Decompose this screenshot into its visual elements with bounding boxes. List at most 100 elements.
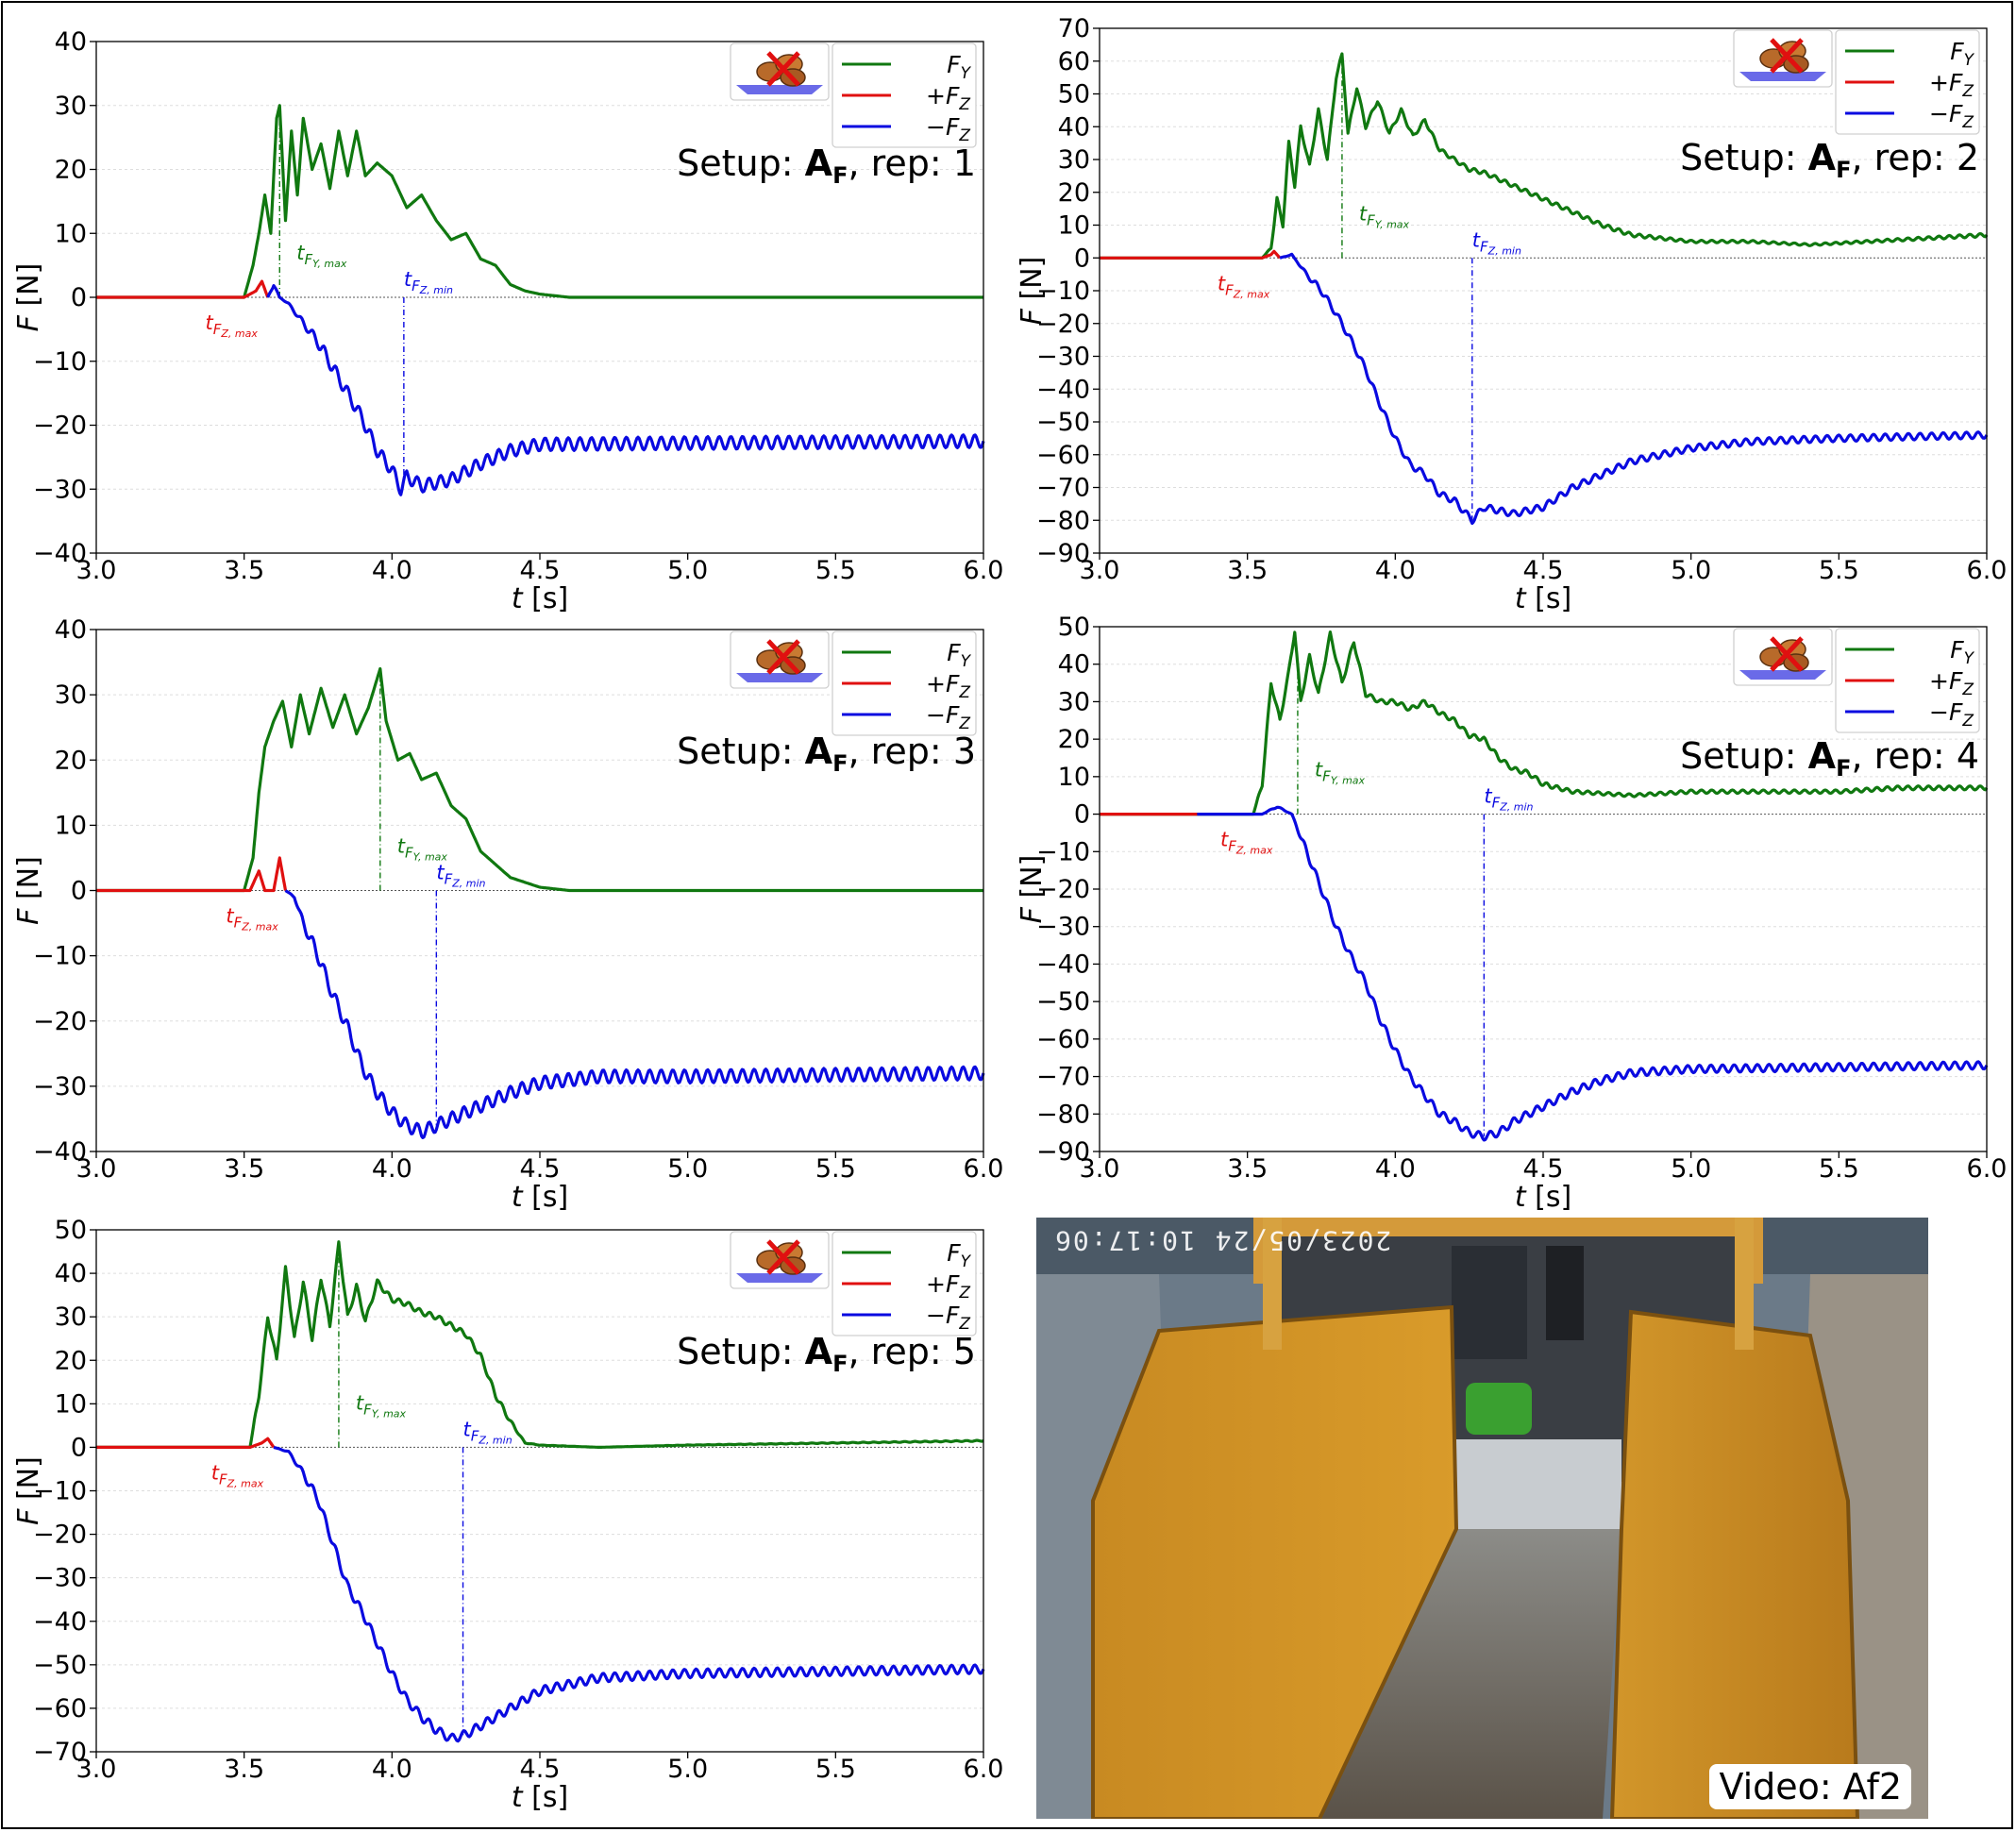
legend-entry: +FZ bbox=[926, 82, 970, 114]
series-line-minus-fz bbox=[1279, 252, 1989, 526]
wood-logs-crossed-out-icon bbox=[730, 630, 830, 689]
cross-stroke bbox=[766, 639, 800, 675]
y-tick-label: 30 bbox=[55, 681, 87, 710]
x-tick-label: 5.0 bbox=[1671, 1154, 1711, 1184]
x-tick-label: 3.0 bbox=[76, 1154, 117, 1184]
y-tick-label: 40 bbox=[1058, 650, 1090, 680]
x-axis-label: t [s] bbox=[1515, 1181, 1571, 1214]
y-tick-label: −90 bbox=[1036, 1137, 1090, 1167]
x-tick-label: 3.5 bbox=[224, 556, 264, 585]
tray-shape bbox=[736, 673, 823, 682]
legend-entry: +FZ bbox=[926, 1270, 970, 1303]
setup-label: Setup: AF, rep: 3 bbox=[677, 731, 976, 777]
annotation-t-fz-max: tFZ, max bbox=[205, 311, 258, 340]
x-tick-label: 5.0 bbox=[667, 1755, 708, 1784]
y-tick-label: −70 bbox=[33, 1738, 87, 1767]
wood-logs-crossed-out-icon bbox=[1733, 29, 1833, 88]
y-tick-label: 20 bbox=[1058, 178, 1090, 208]
annotation-t-fy-max: tFY, max bbox=[1359, 202, 1410, 230]
y-tick-label: 0 bbox=[1074, 244, 1090, 273]
y-tick-label: 40 bbox=[55, 27, 87, 57]
legend-entry: −FZ bbox=[1929, 100, 1974, 132]
y-tick-label: 50 bbox=[55, 1216, 87, 1245]
cross-stroke bbox=[766, 1239, 800, 1275]
legend-entry: −FZ bbox=[926, 113, 970, 145]
y-tick-label: 0 bbox=[71, 1433, 87, 1462]
y-tick-label: −30 bbox=[33, 475, 87, 504]
cross-stroke bbox=[1770, 636, 1804, 672]
tray-shape bbox=[736, 1273, 823, 1283]
x-tick-label: 5.0 bbox=[667, 556, 708, 585]
y-axis-label: F [N] bbox=[12, 856, 45, 925]
y-tick-label: 10 bbox=[55, 811, 87, 840]
y-tick-label: −10 bbox=[1036, 837, 1090, 866]
chart-panel-4: 3.0 3.5 4.0 4.5 5.0 5.5 6.0 −90 −80 −70 −60 −50 −40 −… bbox=[1016, 613, 2007, 1214]
y-tick-label: −50 bbox=[1036, 408, 1090, 437]
x-tick-label: 4.0 bbox=[1375, 1154, 1416, 1184]
x-tick-label: 3.0 bbox=[76, 556, 117, 585]
legend-entry: FY bbox=[1950, 636, 1974, 668]
x-tick-label: 4.5 bbox=[1523, 556, 1564, 585]
y-tick-label: −20 bbox=[1036, 875, 1090, 904]
y-tick-label: −60 bbox=[1036, 1025, 1090, 1054]
y-tick-label: 20 bbox=[55, 746, 87, 775]
x-axis-label: t [s] bbox=[512, 1181, 568, 1214]
y-tick-label: 30 bbox=[55, 1303, 87, 1332]
y-axis-label: F [N] bbox=[1016, 257, 1049, 326]
legend-box bbox=[832, 630, 977, 736]
y-tick-label: −40 bbox=[33, 1607, 87, 1637]
wood-logs-crossed-out-icon bbox=[730, 1231, 830, 1289]
y-tick-label: −70 bbox=[1036, 1063, 1090, 1092]
y-tick-label: −60 bbox=[1036, 441, 1090, 470]
y-tick-label: −10 bbox=[1036, 277, 1090, 306]
series-line-fy bbox=[95, 666, 984, 893]
annotation-t-fz-max: tFZ, max bbox=[226, 905, 278, 933]
y-axis-label: F [N] bbox=[12, 263, 45, 332]
x-tick-label: 6.0 bbox=[1967, 1154, 2008, 1184]
series-line-plus-fz bbox=[95, 279, 270, 299]
y-tick-label: 30 bbox=[1058, 145, 1090, 175]
x-tick-label: 3.0 bbox=[1080, 556, 1120, 585]
setup-label: Setup: AF, rep: 4 bbox=[1680, 735, 1979, 782]
y-tick-label: −20 bbox=[1036, 310, 1090, 339]
y-tick-label: −40 bbox=[33, 1137, 87, 1167]
y-tick-label: 20 bbox=[1058, 725, 1090, 754]
legend-entry: FY bbox=[1950, 38, 1974, 70]
video-caption: Video: Af2 bbox=[1709, 1764, 1911, 1809]
legend-box bbox=[832, 42, 977, 148]
y-tick-label: 40 bbox=[55, 615, 87, 645]
y-tick-label: 10 bbox=[55, 1389, 87, 1419]
y-tick-label: 30 bbox=[1058, 687, 1090, 716]
y-tick-label: 60 bbox=[1058, 47, 1090, 76]
annotation-t-fz-max: tFZ, max bbox=[211, 1461, 264, 1489]
y-tick-label: −20 bbox=[33, 1521, 87, 1550]
y-tick-label: 20 bbox=[55, 156, 87, 185]
x-axis-label: t [s] bbox=[512, 582, 568, 615]
series-line-plus-fz bbox=[1099, 249, 1282, 260]
x-tick-label: 3.0 bbox=[1080, 1154, 1120, 1184]
x-axis-label: t [s] bbox=[1515, 582, 1571, 615]
legend-box bbox=[1835, 29, 1980, 135]
x-tick-label: 4.0 bbox=[372, 1154, 412, 1184]
y-tick-label: 10 bbox=[1058, 763, 1090, 792]
y-tick-label: −10 bbox=[33, 1477, 87, 1506]
x-tick-label: 4.5 bbox=[1523, 1154, 1564, 1184]
chart-panel-3: 3.0 3.5 4.0 4.5 5.0 5.5 6.0 −40 −30 −20 −10 0 10 20 30… bbox=[12, 615, 1003, 1214]
y-tick-label: 0 bbox=[71, 283, 87, 312]
y-tick-label: 20 bbox=[55, 1346, 87, 1375]
cross-stroke bbox=[766, 51, 800, 87]
annotation-t-fy-max: tFY, max bbox=[356, 1391, 407, 1420]
series-line-minus-fz bbox=[284, 889, 985, 1139]
x-tick-label: 3.0 bbox=[76, 1755, 117, 1784]
x-tick-label: 3.5 bbox=[1227, 556, 1268, 585]
y-tick-label: 50 bbox=[1058, 613, 1090, 642]
series-line-plus-fz bbox=[95, 1437, 276, 1449]
cross-stroke bbox=[1770, 38, 1804, 74]
y-tick-label: −30 bbox=[33, 1564, 87, 1593]
tray-shape bbox=[1739, 670, 1826, 680]
legend-entry: −FZ bbox=[1929, 698, 1974, 731]
y-tick-label: −10 bbox=[33, 942, 87, 971]
y-tick-label: −80 bbox=[1036, 506, 1090, 535]
x-axis-label: t [s] bbox=[512, 1781, 568, 1814]
